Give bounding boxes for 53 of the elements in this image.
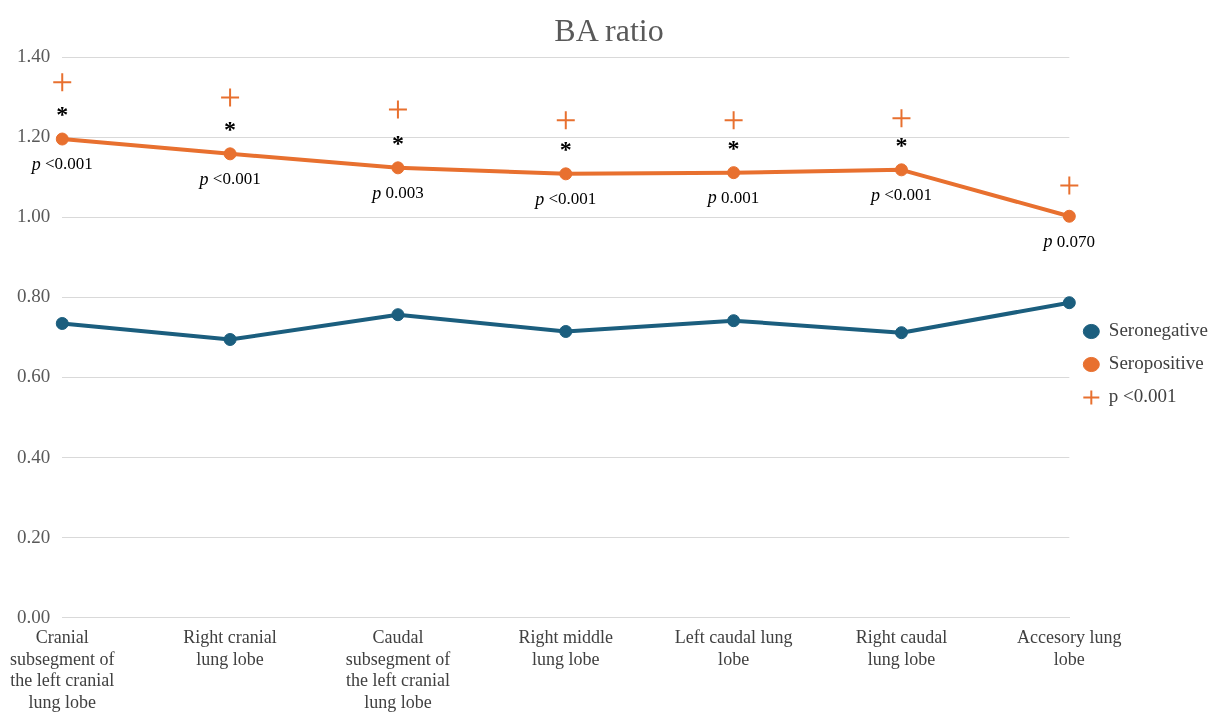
- point: [1062, 209, 1076, 223]
- annotation: *: [56, 101, 69, 128]
- point: [223, 333, 237, 346]
- annotation: p <0.001: [868, 184, 933, 205]
- point: [55, 317, 69, 330]
- y-tick-label: 0.80: [16, 285, 51, 307]
- x-tick-label: Accesory lung lobe: [1017, 627, 1122, 669]
- annotation: p 0.001: [705, 187, 760, 208]
- point: [387, 99, 408, 120]
- y-tick-label: 1.40: [16, 45, 51, 67]
- point: [727, 166, 741, 180]
- x-tick-label: Right caudal lung lobe: [855, 627, 948, 669]
- x-tick-label: Caudal subsegment of the left cranial lung lobe: [345, 627, 451, 712]
- point: [555, 110, 576, 131]
- point: [894, 326, 908, 340]
- point: [223, 147, 237, 161]
- y-tick-label: 0.60: [16, 365, 51, 387]
- annotation: *: [224, 116, 237, 143]
- x-tick-label: Cranial subsegment of the left cranial lung lobe: [10, 627, 115, 712]
- point: [559, 167, 573, 181]
- annotation: p <0.001: [533, 188, 597, 209]
- annotation: p <0.001: [29, 153, 93, 174]
- annotation: p <0.001: [197, 168, 261, 189]
- chart-title: BA ratio: [554, 11, 664, 48]
- legend-label: Seronegative: [1108, 319, 1208, 341]
- y-tick-label: 1.20: [16, 125, 51, 147]
- annotation: p 0.070: [1041, 230, 1096, 251]
- y-tick-label: 1.00: [16, 205, 51, 227]
- point: [391, 308, 405, 322]
- x-tick-label: Right middle lung lobe: [518, 627, 614, 669]
- point: [52, 72, 73, 93]
- legend-label: p <0.001: [1108, 385, 1177, 407]
- x-tick-label: Right cranial lung lobe: [183, 627, 277, 669]
- point: [559, 325, 573, 338]
- point: [727, 314, 741, 328]
- point: [391, 161, 405, 175]
- annotation: *: [727, 134, 740, 161]
- point: [894, 163, 908, 177]
- point: [723, 110, 744, 131]
- point: [1062, 296, 1076, 310]
- y-tick-label: 0.00: [16, 605, 51, 627]
- point: [55, 132, 69, 146]
- x-tick-label: Left caudal lung lobe: [674, 627, 793, 669]
- legend-label: Seropositive: [1108, 352, 1204, 374]
- annotation: *: [391, 130, 404, 157]
- point: [891, 108, 912, 129]
- y-tick-label: 0.20: [16, 525, 51, 547]
- annotation: *: [559, 136, 572, 163]
- annotation: p 0.003: [370, 182, 424, 203]
- point: [220, 87, 241, 108]
- point: [1059, 175, 1080, 196]
- y-tick-label: 0.40: [16, 445, 51, 467]
- annotation: *: [895, 132, 908, 159]
